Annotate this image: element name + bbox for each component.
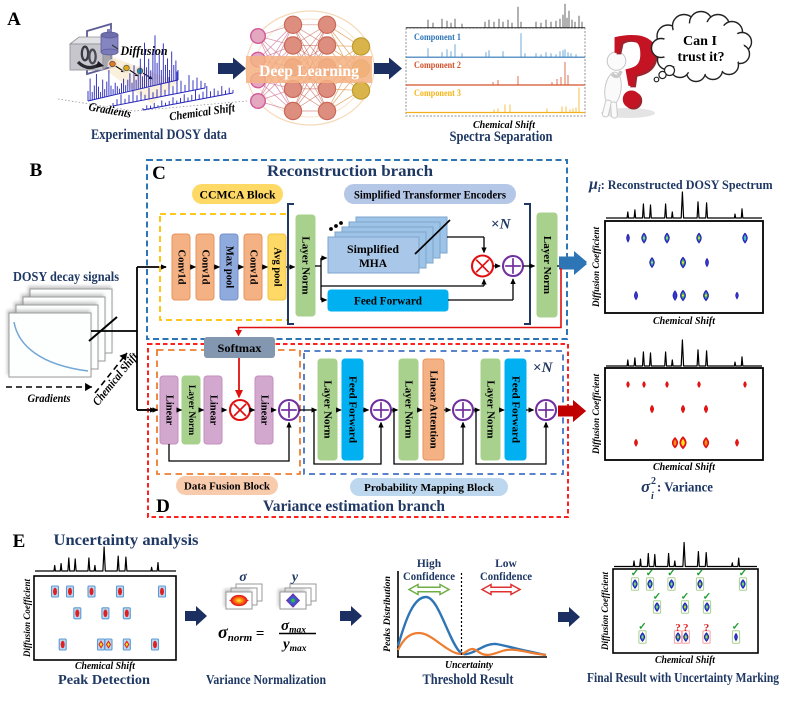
svg-text:✓: ✓ <box>653 592 661 603</box>
svg-text:Variance estimation branch: Variance estimation branch <box>263 498 445 515</box>
svg-text:Confidence: Confidence <box>403 571 455 583</box>
svg-text:ymax: ymax <box>281 637 307 655</box>
svg-text:y: y <box>290 570 299 585</box>
svg-text:Conv1d: Conv1d <box>248 249 259 284</box>
svg-text:Feed Forward: Feed Forward <box>354 294 422 308</box>
svg-text:Layer Norm: Layer Norm <box>186 385 196 435</box>
svg-text:Diffusion Coefficient: Diffusion Coefficient <box>592 374 602 455</box>
svg-text:σ: σ <box>239 570 247 585</box>
svg-text:Diffusion: Diffusion <box>120 43 168 58</box>
svg-text:Layer Norm: Layer Norm <box>403 380 415 438</box>
svg-text:Deep Learning: Deep Learning <box>259 63 359 80</box>
svg-text:Variance Normalization: Variance Normalization <box>206 672 326 687</box>
svg-text:Probability Mapping Block: Probability Mapping Block <box>364 482 495 494</box>
svg-text:σnorm =: σnorm = <box>218 622 264 644</box>
svg-text:DOSY decay signals: DOSY decay signals <box>13 269 119 284</box>
svg-text:Experimental DOSY data: Experimental DOSY data <box>91 127 228 143</box>
svg-text:Final Result with Uncertainty: Final Result with Uncertainty Marking <box>587 670 779 685</box>
svg-text:Uncertainty analysis: Uncertainty analysis <box>54 532 199 549</box>
svg-text:✓: ✓ <box>739 568 747 579</box>
svg-text:Reconstruction branch: Reconstruction branch <box>267 163 433 180</box>
svg-text:B: B <box>30 160 43 181</box>
svg-text:?: ? <box>675 622 681 634</box>
svg-text:✓: ✓ <box>696 568 704 579</box>
svg-text:✓: ✓ <box>681 592 689 603</box>
svg-text:Chemical Shift: Chemical Shift <box>473 119 536 131</box>
svg-text:Component 2: Component 2 <box>414 61 461 71</box>
svg-text:Threshold Result: Threshold Result <box>423 672 514 688</box>
svg-text:✓: ✓ <box>646 568 654 579</box>
svg-text:✓: ✓ <box>667 568 675 579</box>
svg-text:Data Fusion Block: Data Fusion Block <box>184 481 271 493</box>
svg-text:CCMCA Block: CCMCA Block <box>200 188 276 202</box>
svg-text:×N: ×N <box>533 360 554 376</box>
svg-text:Feed Forward: Feed Forward <box>510 376 522 443</box>
svg-text:MHA: MHA <box>359 258 388 270</box>
svg-text:Diffusion Coefficient: Diffusion Coefficient <box>601 572 611 651</box>
svg-text:D: D <box>156 496 170 517</box>
svg-text:Linear: Linear <box>259 395 270 426</box>
svg-text:Gradients: Gradients <box>88 99 133 120</box>
svg-text:Conv1d: Conv1d <box>176 249 187 284</box>
svg-text:E: E <box>13 531 26 552</box>
svg-text:trust it?: trust it? <box>678 49 725 64</box>
svg-text:Layer Norm: Layer Norm <box>541 236 553 294</box>
svg-text:✓: ✓ <box>732 622 740 633</box>
svg-text:✓: ✓ <box>631 568 639 579</box>
svg-text:Gradients: Gradients <box>28 391 71 405</box>
svg-text:Layer Norm: Layer Norm <box>485 380 497 438</box>
svg-text:Chemical Shift: Chemical Shift <box>653 316 716 327</box>
svg-text:C: C <box>152 163 166 184</box>
svg-text:Peaks Distribution: Peaks Distribution <box>383 576 393 652</box>
svg-text:Confidence: Confidence <box>480 571 532 583</box>
svg-text:Linear: Linear <box>208 395 219 426</box>
svg-text:Avg pool: Avg pool <box>272 247 283 286</box>
svg-text:×N: ×N <box>491 217 512 233</box>
svg-text:Low: Low <box>495 558 517 570</box>
svg-text:σ: σ <box>641 477 651 496</box>
svg-text:Conv1d: Conv1d <box>200 249 211 284</box>
svg-text:Diffusion Coefficient: Diffusion Coefficient <box>23 579 33 658</box>
svg-text:Chemical Shift: Chemical Shift <box>655 655 716 666</box>
svg-text:Softmax: Softmax <box>218 341 262 355</box>
svg-text:?: ? <box>704 622 710 634</box>
svg-text:σmax: σmax <box>281 618 306 636</box>
svg-text:Feed Forward: Feed Forward <box>347 376 359 443</box>
svg-text:Layer Norm: Layer Norm <box>322 380 334 438</box>
svg-text:Chemical Shift: Chemical Shift <box>653 462 716 473</box>
svg-text:Max pool: Max pool <box>224 246 235 288</box>
svg-text:A: A <box>7 9 21 30</box>
svg-text:Layer Norm: Layer Norm <box>300 236 312 294</box>
svg-text:?: ? <box>610 13 664 132</box>
svg-text:Peak Detection: Peak Detection <box>58 673 150 688</box>
svg-text:Linear: Linear <box>164 395 175 426</box>
svg-text:Spectra Separation: Spectra Separation <box>450 129 554 145</box>
svg-text:✓: ✓ <box>638 622 646 633</box>
svg-text:Component 3: Component 3 <box>414 89 461 99</box>
svg-text:Linear Attention: Linear Attention <box>428 370 440 448</box>
svg-text:High: High <box>417 558 442 570</box>
svg-text:Uncertainty: Uncertainty <box>445 660 493 671</box>
svg-text:Chemical Shift: Chemical Shift <box>75 661 136 672</box>
svg-text:2: 2 <box>651 476 656 487</box>
svg-text:✓: ✓ <box>703 592 711 603</box>
svg-text:Simplified Transformer Encoder: Simplified Transformer Encoders <box>354 190 506 202</box>
svg-text:Component 1: Component 1 <box>414 33 461 43</box>
svg-text:Simplified: Simplified <box>347 244 400 256</box>
svg-text:?: ? <box>608 12 662 131</box>
svg-text:Can I: Can I <box>683 33 717 48</box>
svg-text:Diffusion Coefficient: Diffusion Coefficient <box>592 227 602 308</box>
svg-text:?: ? <box>683 622 689 634</box>
svg-text:: Variance: : Variance <box>657 480 713 495</box>
svg-text:Chemical Shift: Chemical Shift <box>168 100 236 123</box>
svg-text:i: i <box>651 491 654 502</box>
svg-text:μi: Reconstructed DOSY Spectru: μi: Reconstructed DOSY Spectrum <box>588 176 773 195</box>
